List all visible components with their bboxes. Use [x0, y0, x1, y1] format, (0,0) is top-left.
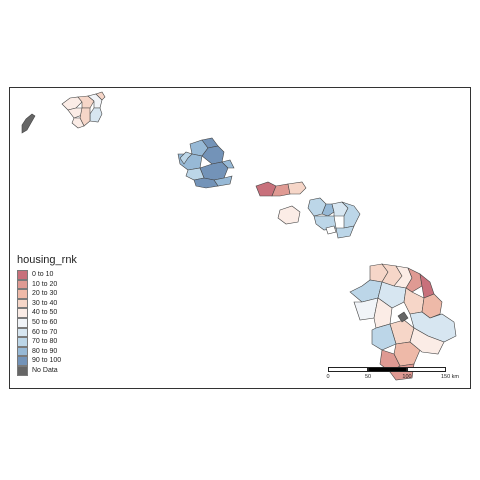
island-kauai: [61, 91, 106, 129]
legend-swatch: [17, 308, 28, 318]
legend-item: 90 to 100: [17, 356, 77, 366]
legend-item: 10 to 20: [17, 279, 77, 290]
island-hawaii: [349, 263, 457, 381]
legend-swatch: [17, 346, 28, 357]
legend-item: 80 to 90: [17, 346, 77, 357]
legend-label: 10 to 20: [32, 280, 58, 288]
scale-bar-segment-3: [407, 367, 446, 372]
legend-item: No Data: [17, 365, 77, 376]
map-canvas[interactable]: [10, 88, 472, 390]
legend-item: 50 to 60: [17, 317, 77, 328]
legend-label: 70 to 80: [32, 338, 58, 346]
legend-items: 0 to 10 10 to 20 20 to 30 30 to 40 40 to 50 5…: [17, 270, 77, 376]
legend-item: 60 to 70: [17, 327, 77, 338]
scale-bar: 0 50 100 150 km: [326, 367, 459, 381]
legend-label: 60 to 70: [32, 328, 58, 336]
legend-label: 20 to 30: [32, 290, 58, 298]
legend-label: 30 to 40: [32, 299, 58, 307]
legend-swatch: [17, 365, 28, 376]
scale-tick-50: 50: [364, 374, 372, 380]
legend-item: 0 to 10: [17, 270, 77, 280]
legend-swatch: [17, 289, 28, 299]
legend-item: 20 to 30: [17, 289, 77, 299]
scale-tick-100: 100: [402, 374, 412, 380]
legend-item: 30 to 40: [17, 298, 77, 309]
legend-item: 70 to 80: [17, 337, 77, 347]
legend-title: housing_rnk: [17, 254, 77, 266]
legend-label: 50 to 60: [32, 318, 58, 326]
legend-swatch: [17, 279, 28, 290]
scale-tick-0: 0: [326, 374, 330, 380]
legend-swatch: [17, 327, 28, 338]
island-kahoolawe: [325, 225, 337, 235]
legend-swatch: [17, 356, 28, 366]
island-molokai: [255, 181, 307, 197]
legend-item: 40 to 50: [17, 308, 77, 318]
legend-label: No Data: [32, 366, 58, 374]
island-niihau: [21, 113, 36, 134]
scale-tick-150: 150 km: [440, 374, 460, 380]
legend-label: 80 to 90: [32, 347, 58, 355]
scale-bar-segment-2: [368, 367, 407, 372]
island-maui: [307, 197, 361, 239]
map-legend: housing_rnk 0 to 10 10 to 20 20 to 30 30 to…: [17, 254, 77, 376]
island-oahu: [177, 137, 235, 189]
map-frame: [9, 87, 471, 389]
legend-label: 0 to 10: [32, 271, 54, 278]
legend-swatch: [17, 317, 28, 328]
island-lanai: [277, 205, 301, 225]
legend-swatch: [17, 337, 28, 347]
legend-label: 40 to 50: [32, 309, 58, 317]
legend-label: 90 to 100: [32, 357, 62, 365]
legend-swatch: [17, 270, 28, 280]
legend-swatch: [17, 298, 28, 309]
scale-bar-segment-1: [328, 367, 368, 372]
